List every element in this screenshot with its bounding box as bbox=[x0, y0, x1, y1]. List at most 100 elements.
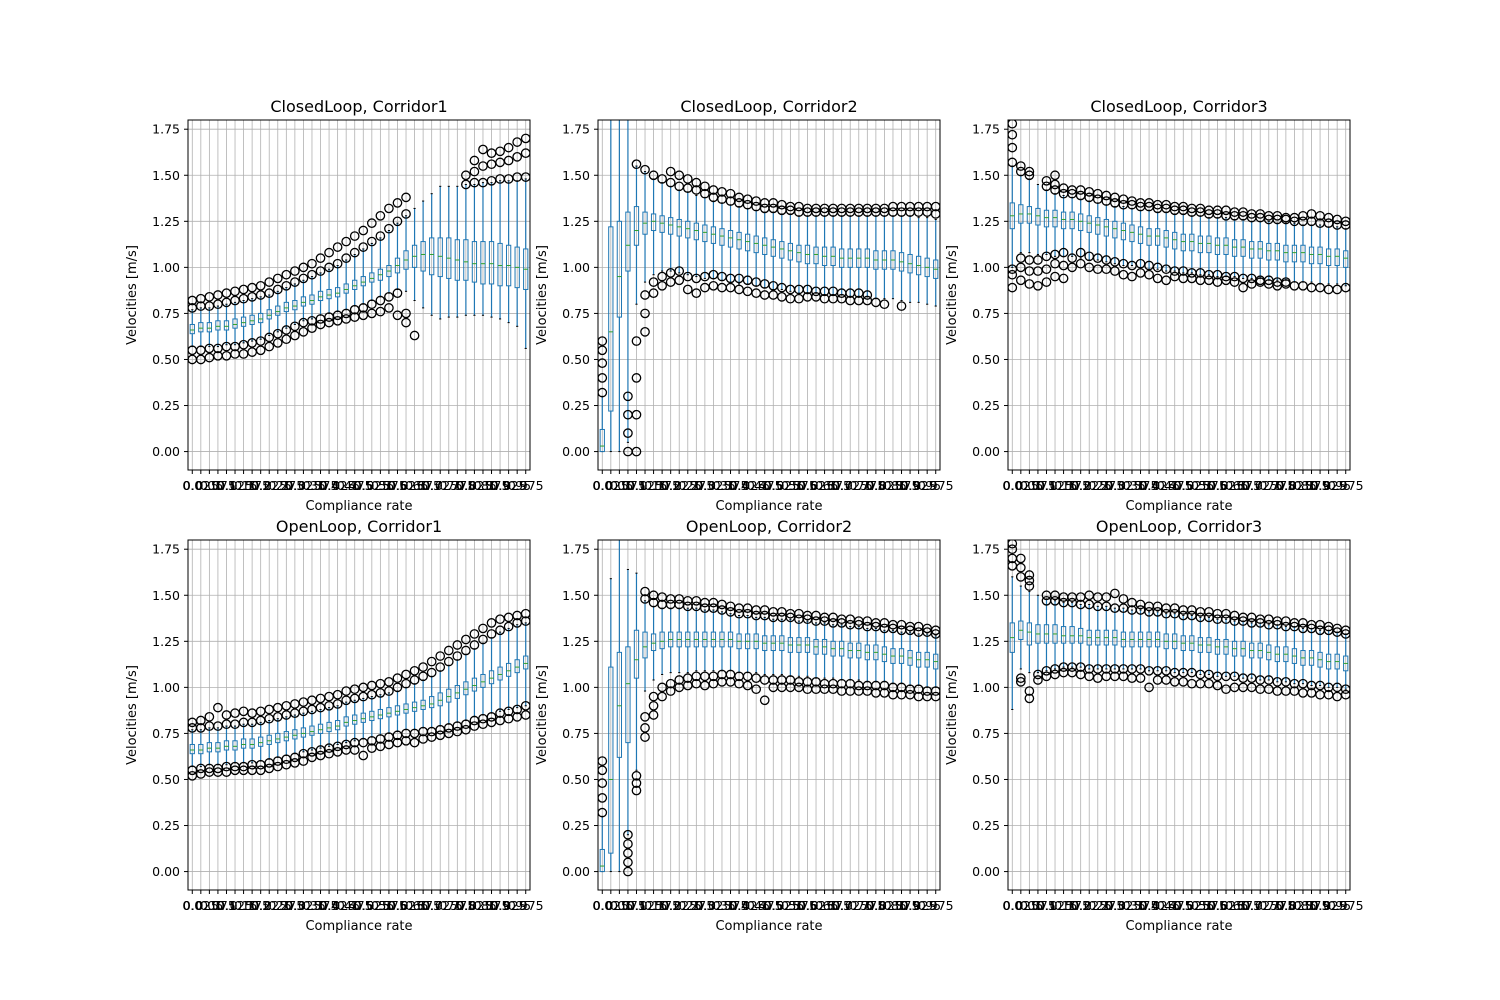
y-tick-label: 1.75 bbox=[972, 542, 1000, 557]
box-0.375 bbox=[315, 253, 326, 330]
box-body bbox=[232, 318, 238, 329]
x-tick-label: 0.575 bbox=[1191, 898, 1227, 913]
outlier-point bbox=[290, 321, 300, 332]
outlier-point bbox=[657, 271, 667, 282]
box-body bbox=[232, 740, 238, 751]
x-tick-label: 0.475 bbox=[1157, 898, 1193, 913]
x-tick-label: 0.25 bbox=[674, 898, 702, 913]
box-body bbox=[420, 699, 426, 710]
outlier-point bbox=[324, 262, 334, 273]
outlier-point bbox=[1075, 247, 1086, 258]
x-tick-label: 0.925 bbox=[901, 898, 937, 913]
box-0.925 bbox=[913, 201, 924, 303]
x-tick-label: 0.6 bbox=[388, 898, 408, 913]
x-tick-label: 0.5 bbox=[763, 898, 783, 913]
outlier-point bbox=[512, 137, 523, 147]
x-tick-label: 0.1 bbox=[627, 898, 647, 913]
box-plot-area bbox=[1008, 540, 1350, 710]
outlier-point bbox=[1135, 673, 1146, 684]
outlier-point bbox=[375, 210, 386, 221]
outlier-point bbox=[255, 345, 266, 356]
box-body bbox=[608, 666, 614, 854]
x-tick-label: 0.075 bbox=[200, 478, 236, 493]
x-tick-label: 0.525 bbox=[1174, 898, 1210, 913]
box-body bbox=[1035, 207, 1041, 226]
x-tick-label: 0.35 bbox=[298, 898, 326, 913]
subplot-6: 0.00 0.25 0.50 0.75 1.00 1.25 1.50 1.75 0.00.025… bbox=[945, 517, 1364, 934]
x-tick-label: 0.575 bbox=[781, 898, 817, 913]
box-0.65 bbox=[409, 207, 420, 341]
outlier-point bbox=[341, 253, 352, 264]
box-body bbox=[1249, 241, 1255, 259]
outlier-point bbox=[657, 691, 667, 702]
outlier-point bbox=[1024, 581, 1035, 591]
axes-frame bbox=[187, 119, 531, 471]
outlier-point bbox=[426, 656, 437, 667]
box-body bbox=[650, 633, 657, 652]
x-tick-label: 0.55 bbox=[776, 898, 804, 913]
x-tick-label: 0.625 bbox=[388, 898, 424, 913]
outlier-point bbox=[332, 258, 343, 269]
box-body bbox=[599, 428, 605, 453]
x-tick-label: 0.0 bbox=[592, 898, 612, 913]
box-body bbox=[514, 659, 520, 674]
box-0.725 bbox=[437, 185, 443, 320]
x-tick-label: 0.025 bbox=[1003, 898, 1039, 913]
x-tick-label: 0.55 bbox=[1186, 478, 1214, 493]
x-tick-label: 0.775 bbox=[439, 898, 475, 913]
box-body bbox=[454, 685, 460, 699]
box-body bbox=[599, 848, 605, 873]
outlier-point bbox=[298, 326, 309, 337]
box-0.775 bbox=[454, 185, 460, 318]
outlier-point bbox=[426, 667, 437, 678]
x-tick-label: 0.075 bbox=[1020, 898, 1056, 913]
outlier-point bbox=[682, 174, 693, 184]
x-tick-label: 0.4 bbox=[319, 898, 339, 913]
x-tick-label: 0.3 bbox=[1105, 898, 1125, 913]
y-tick-label: 1.25 bbox=[152, 634, 180, 649]
box-body bbox=[1154, 228, 1161, 246]
outlier-point bbox=[691, 177, 702, 188]
outlier-point bbox=[341, 308, 352, 319]
box-body bbox=[1223, 237, 1229, 255]
box-body bbox=[1112, 220, 1118, 239]
box-body bbox=[625, 211, 631, 272]
x-tick-label: 0.25 bbox=[264, 898, 292, 913]
outlier-point bbox=[1118, 594, 1129, 604]
outlier-point bbox=[623, 829, 633, 840]
outlier-point bbox=[1015, 275, 1026, 286]
box-body bbox=[334, 287, 341, 298]
x-tick-label: 0.6 bbox=[388, 478, 408, 493]
box-0.425 bbox=[742, 194, 753, 297]
outlier-point bbox=[1101, 592, 1112, 602]
x-tick-label: 0.125 bbox=[627, 478, 663, 493]
box-body bbox=[633, 206, 640, 246]
x-tick-label: 0.675 bbox=[1225, 898, 1261, 913]
outlier-point bbox=[290, 330, 300, 341]
x-tick-label: 0.125 bbox=[217, 898, 253, 913]
x-tick-label: 0.3 bbox=[1105, 478, 1125, 493]
outlier-point bbox=[358, 750, 369, 761]
x-tick-label: 0.2 bbox=[1071, 478, 1091, 493]
box-0.05 bbox=[1024, 166, 1035, 289]
box-body bbox=[266, 309, 272, 320]
x-tick-label: 0.625 bbox=[1208, 898, 1244, 913]
box-body bbox=[727, 230, 734, 248]
x-tick-label: 0.525 bbox=[354, 898, 390, 913]
x-tick-label: 0.4 bbox=[1139, 478, 1159, 493]
outlier-point bbox=[401, 317, 411, 328]
x-tick-label: 0.75 bbox=[845, 898, 873, 913]
x-tick-label: 0.075 bbox=[200, 898, 236, 913]
box-body bbox=[1325, 248, 1332, 267]
x-tick-label: 0.85 bbox=[1289, 478, 1317, 493]
x-tick-label: 0.7 bbox=[1242, 478, 1262, 493]
x-tick-label: 0.15 bbox=[1050, 898, 1078, 913]
outlier-point bbox=[384, 203, 394, 214]
x-tick-label: 0.825 bbox=[867, 898, 903, 913]
y-tick-label: 1.00 bbox=[562, 680, 590, 695]
outlier-point bbox=[469, 166, 480, 177]
y-tick-label: 0.00 bbox=[972, 864, 1000, 879]
outlier-point bbox=[674, 266, 685, 276]
x-tick-label: 0.425 bbox=[320, 898, 356, 913]
box-0.35 bbox=[307, 258, 317, 334]
